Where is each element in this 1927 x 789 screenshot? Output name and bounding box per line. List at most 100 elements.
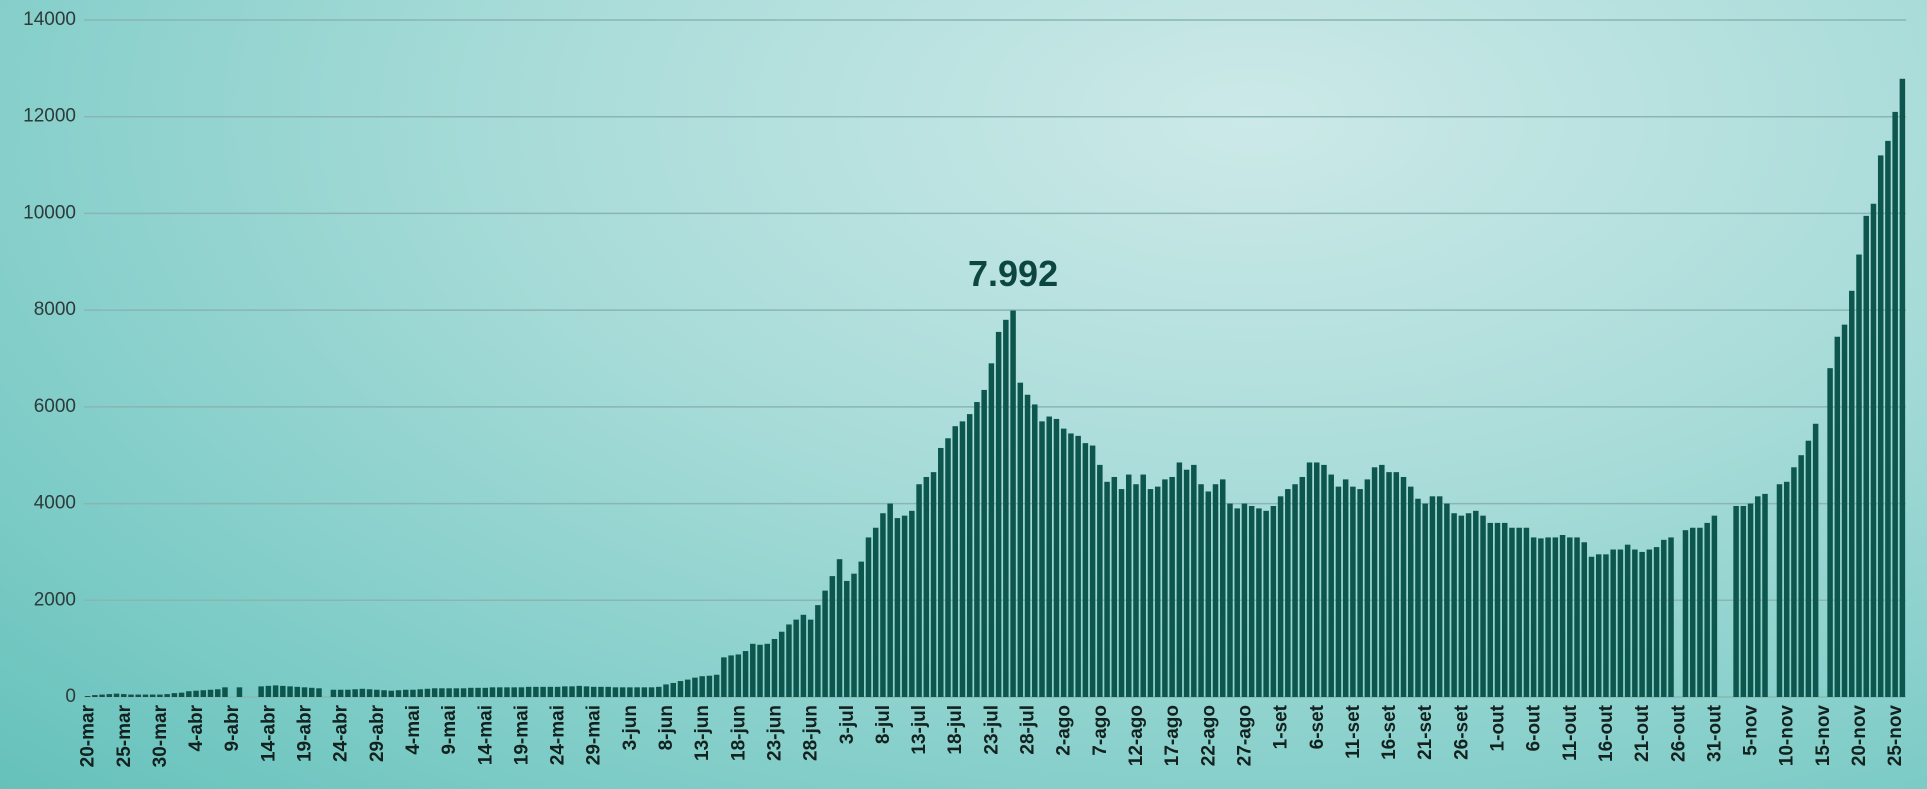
bar xyxy=(684,679,691,697)
bar xyxy=(656,686,662,697)
bar xyxy=(952,426,958,697)
bar xyxy=(1516,527,1522,697)
bar xyxy=(272,685,279,697)
bar xyxy=(1053,418,1060,697)
x-tick-label: 26-set xyxy=(1451,704,1472,760)
y-tick-label: 6000 xyxy=(34,396,76,417)
bar xyxy=(1653,547,1660,697)
bar xyxy=(576,685,583,697)
bar xyxy=(128,694,134,697)
bar xyxy=(641,687,648,697)
bar xyxy=(858,561,864,697)
bar xyxy=(1682,530,1689,697)
bar xyxy=(1256,508,1262,697)
x-tick-label: 6-out xyxy=(1524,704,1545,751)
bar xyxy=(966,414,973,697)
bar xyxy=(1154,486,1161,697)
bar xyxy=(1603,554,1609,697)
bar xyxy=(1899,78,1906,697)
bar xyxy=(699,676,705,697)
bar xyxy=(1082,443,1089,697)
bar xyxy=(1849,290,1855,697)
bar xyxy=(923,476,930,697)
bar xyxy=(1017,382,1024,697)
x-tick-label: 6-set xyxy=(1307,704,1328,749)
bar xyxy=(1371,467,1378,697)
x-tick-label: 13-jul xyxy=(909,705,930,755)
bar xyxy=(337,689,344,697)
bar xyxy=(1451,513,1457,697)
bar xyxy=(1039,421,1045,697)
bar xyxy=(1277,496,1284,697)
y-tick-label: 4000 xyxy=(34,493,76,514)
x-tick-label: 7-ago xyxy=(1090,705,1111,756)
x-tick-label: 5-nov xyxy=(1741,705,1762,756)
bar xyxy=(1480,515,1486,697)
bar xyxy=(1133,484,1139,697)
bar xyxy=(1538,538,1544,697)
bar xyxy=(1393,472,1400,697)
bar xyxy=(1805,440,1812,697)
bar xyxy=(728,655,734,697)
bar xyxy=(186,691,192,697)
bar xyxy=(511,687,517,697)
bar xyxy=(301,687,308,697)
bar xyxy=(504,687,510,697)
y-tick-label: 8000 xyxy=(34,299,76,320)
bar xyxy=(988,363,995,697)
bar xyxy=(829,576,836,697)
bar xyxy=(468,687,474,697)
bar xyxy=(1552,537,1559,697)
x-tick-label: 14-mai xyxy=(475,705,496,765)
bar xyxy=(1646,549,1653,697)
bar xyxy=(482,687,489,697)
x-tick-label: 1-out xyxy=(1488,704,1509,751)
bar xyxy=(1299,476,1306,697)
bar xyxy=(316,688,322,697)
bar xyxy=(1176,462,1183,697)
bar xyxy=(677,681,684,697)
bar xyxy=(1248,505,1255,697)
bar xyxy=(1075,435,1081,697)
bar xyxy=(207,689,214,697)
bar xyxy=(287,686,293,697)
bar xyxy=(1639,551,1645,697)
bar xyxy=(583,686,590,697)
bar xyxy=(1740,505,1747,697)
bar xyxy=(1661,539,1667,697)
bar xyxy=(1147,489,1154,697)
y-tick-label: 14000 xyxy=(23,9,76,30)
bar xyxy=(1328,474,1334,697)
bar xyxy=(99,694,105,697)
bar xyxy=(1827,368,1833,697)
bar xyxy=(1400,476,1407,697)
bar xyxy=(713,674,720,697)
x-tick-label: 8-jun xyxy=(656,705,677,750)
x-tick-label: 9-abr xyxy=(222,704,243,751)
bar xyxy=(121,694,127,697)
bar xyxy=(981,389,987,697)
bar xyxy=(562,686,568,697)
bar xyxy=(215,689,221,697)
bar xyxy=(1191,464,1197,697)
bar xyxy=(395,690,402,697)
bar xyxy=(1487,522,1494,697)
bar xyxy=(352,689,358,697)
bar xyxy=(178,692,185,697)
bar xyxy=(475,687,481,697)
bar xyxy=(113,693,120,697)
bar xyxy=(872,527,879,697)
bar xyxy=(1118,489,1125,697)
x-tick-label: 18-jun xyxy=(728,705,749,761)
bar xyxy=(945,438,951,697)
x-tick-label: 3-jul xyxy=(837,705,858,744)
bar xyxy=(193,690,199,697)
bar xyxy=(1321,464,1327,697)
x-tick-label: 4-mai xyxy=(403,705,424,755)
bar xyxy=(916,484,922,697)
bar xyxy=(135,694,141,697)
data-label: 7.992 xyxy=(968,253,1058,294)
bar xyxy=(1234,508,1240,697)
bar xyxy=(533,686,539,697)
x-tick-label: 28-jul xyxy=(1018,705,1039,755)
